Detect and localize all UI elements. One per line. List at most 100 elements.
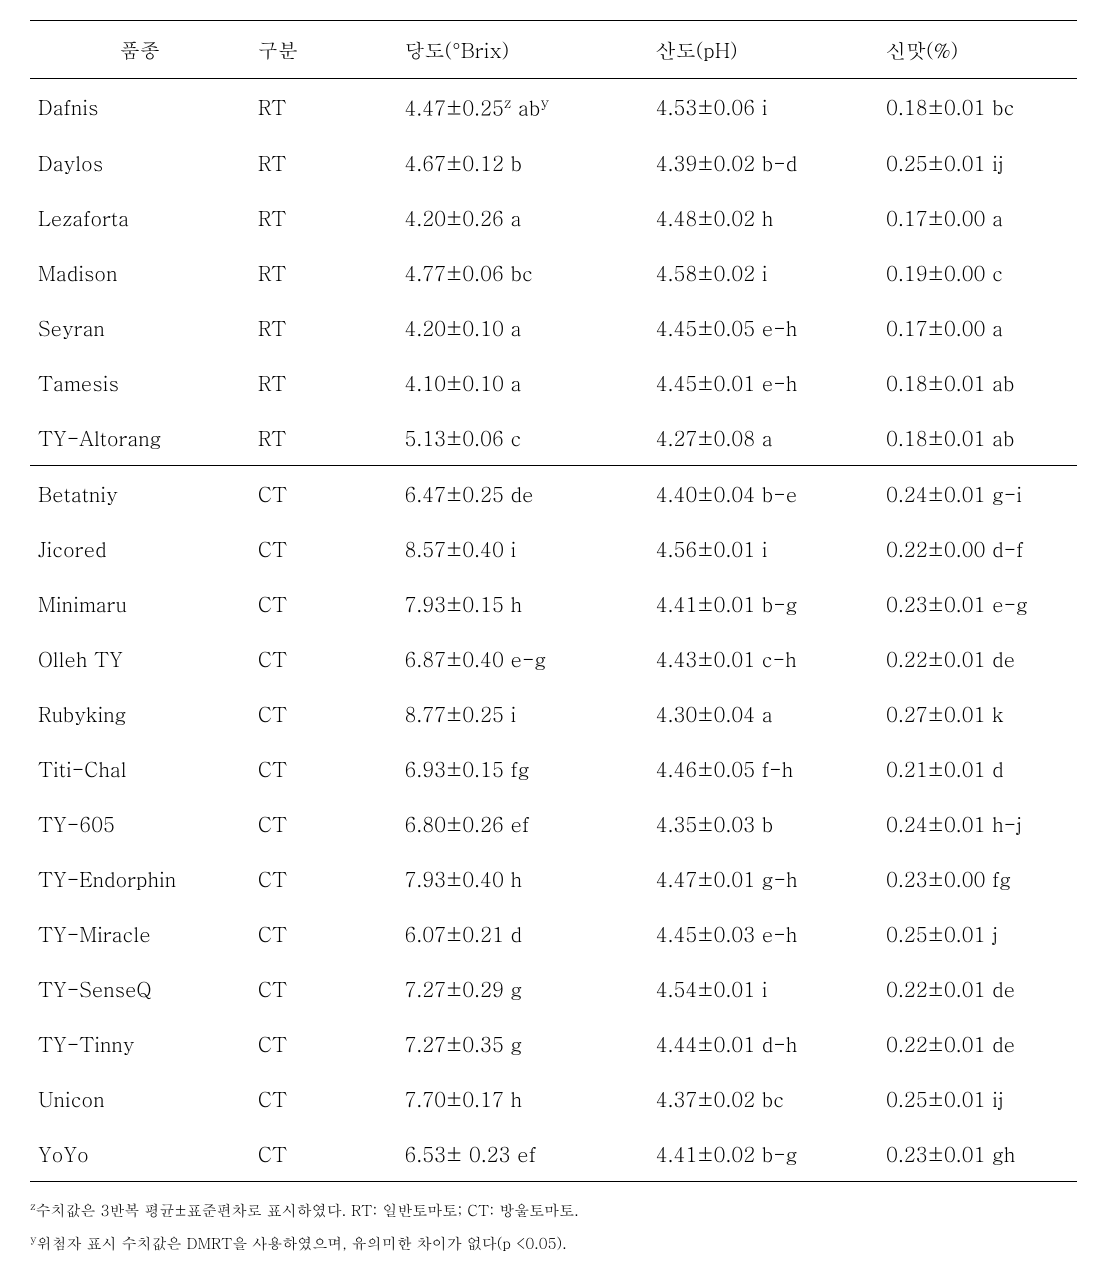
cell-acid: 0.25±0.01 j	[878, 906, 1077, 961]
cell-acid: 0.18±0.01 ab	[878, 410, 1077, 466]
cell-class: RT	[250, 410, 397, 466]
cell-class: CT	[250, 741, 397, 796]
table-row: MinimaruCT7.93±0.15 h4.41±0.01 b-g0.23±0…	[30, 576, 1077, 631]
table-row: LezafortaRT4.20±0.26 a4.48±0.02 h0.17±0.…	[30, 190, 1077, 245]
cell-acid: 0.23±0.01 e-g	[878, 576, 1077, 631]
col-acid-header: 신맛(%)	[878, 21, 1077, 79]
cell-brix: 6.93±0.15 fg	[396, 741, 647, 796]
table-row: SeyranRT4.20±0.10 a4.45±0.05 e-h0.17±0.0…	[30, 300, 1077, 355]
cell-class: RT	[250, 79, 397, 135]
table-row: TY-605CT6.80±0.26 ef4.35±0.03 b0.24±0.01…	[30, 796, 1077, 851]
cell-acid: 0.19±0.00 c	[878, 245, 1077, 300]
cell-class: RT	[250, 355, 397, 410]
cell-class: RT	[250, 135, 397, 190]
table-row: UniconCT7.70±0.17 h4.37±0.02 bc0.25±0.01…	[30, 1071, 1077, 1126]
cell-brix: 7.93±0.40 h	[396, 851, 647, 906]
cell-variety: Betatniy	[30, 465, 250, 521]
table-row: Olleh TYCT6.87±0.40 e-g4.43±0.01 c-h0.22…	[30, 631, 1077, 686]
cell-variety: TY-Miracle	[30, 906, 250, 961]
cell-brix: 7.27±0.29 g	[396, 961, 647, 1016]
cell-variety: TY-Endorphin	[30, 851, 250, 906]
cell-ph: 4.45±0.03 e-h	[648, 906, 878, 961]
cell-variety: TY-605	[30, 796, 250, 851]
cell-brix: 4.10±0.10 a	[396, 355, 647, 410]
cell-variety: TY-Altorang	[30, 410, 250, 466]
cell-class: CT	[250, 1126, 397, 1182]
table-row: TamesisRT4.10±0.10 a4.45±0.01 e-h0.18±0.…	[30, 355, 1077, 410]
cell-brix: 7.93±0.15 h	[396, 576, 647, 631]
cell-brix: 6.53± 0.23 ef	[396, 1126, 647, 1182]
col-ph-header: 산도(pH)	[648, 21, 878, 79]
cell-class: CT	[250, 686, 397, 741]
cell-ph: 4.35±0.03 b	[648, 796, 878, 851]
table-header-row: 품종 구분 당도(°Brix) 산도(pH) 신맛(%)	[30, 21, 1077, 79]
cell-variety: Dafnis	[30, 79, 250, 135]
cell-brix: 4.20±0.10 a	[396, 300, 647, 355]
cell-variety: Madison	[30, 245, 250, 300]
cell-brix: 8.57±0.40 i	[396, 521, 647, 576]
col-variety-header: 품종	[30, 21, 250, 79]
cell-ph: 4.41±0.02 b-g	[648, 1126, 878, 1182]
cell-variety: TY-SenseQ	[30, 961, 250, 1016]
cell-ph: 4.54±0.01 i	[648, 961, 878, 1016]
cell-brix: 4.20±0.26 a	[396, 190, 647, 245]
cell-class: CT	[250, 465, 397, 521]
cell-class: CT	[250, 576, 397, 631]
table-body: DafnisRT4.47±0.25z aby4.53±0.06 i0.18±0.…	[30, 79, 1077, 1182]
table-row: Titi-ChalCT6.93±0.15 fg4.46±0.05 f-h0.21…	[30, 741, 1077, 796]
cell-ph: 4.56±0.01 i	[648, 521, 878, 576]
cell-brix: 4.47±0.25z aby	[396, 79, 647, 135]
cell-class: CT	[250, 1071, 397, 1126]
cell-class: CT	[250, 631, 397, 686]
cell-acid: 0.25±0.01 ij	[878, 135, 1077, 190]
cell-class: CT	[250, 796, 397, 851]
cell-variety: Jicored	[30, 521, 250, 576]
col-class-header: 구분	[250, 21, 397, 79]
cell-ph: 4.30±0.04 a	[648, 686, 878, 741]
cell-variety: Lezaforta	[30, 190, 250, 245]
cell-acid: 0.22±0.01 de	[878, 1016, 1077, 1071]
cell-variety: Rubyking	[30, 686, 250, 741]
cell-ph: 4.39±0.02 b-d	[648, 135, 878, 190]
cell-variety: Tamesis	[30, 355, 250, 410]
cell-variety: Daylos	[30, 135, 250, 190]
table-row: DafnisRT4.47±0.25z aby4.53±0.06 i0.18±0.…	[30, 79, 1077, 135]
table-row: TY-AltorangRT5.13±0.06 c4.27±0.08 a0.18±…	[30, 410, 1077, 466]
cell-acid: 0.21±0.01 d	[878, 741, 1077, 796]
cell-acid: 0.18±0.01 bc	[878, 79, 1077, 135]
cell-brix: 4.67±0.12 b	[396, 135, 647, 190]
data-table: 품종 구분 당도(°Brix) 산도(pH) 신맛(%) DafnisRT4.4…	[30, 20, 1077, 1182]
cell-acid: 0.22±0.00 d-f	[878, 521, 1077, 576]
cell-class: RT	[250, 300, 397, 355]
cell-acid: 0.18±0.01 ab	[878, 355, 1077, 410]
table-row: TY-TinnyCT7.27±0.35 g4.44±0.01 d-h0.22±0…	[30, 1016, 1077, 1071]
cell-variety: TY-Tinny	[30, 1016, 250, 1071]
cell-class: CT	[250, 851, 397, 906]
table-row: YoYoCT6.53± 0.23 ef4.41±0.02 b-g0.23±0.0…	[30, 1126, 1077, 1182]
cell-acid: 0.24±0.01 g-i	[878, 465, 1077, 521]
cell-acid: 0.23±0.00 fg	[878, 851, 1077, 906]
cell-brix: 7.27±0.35 g	[396, 1016, 647, 1071]
cell-variety: Titi-Chal	[30, 741, 250, 796]
cell-class: CT	[250, 906, 397, 961]
cell-ph: 4.43±0.01 c-h	[648, 631, 878, 686]
cell-acid: 0.27±0.01 k	[878, 686, 1077, 741]
cell-brix: 4.77±0.06 bc	[396, 245, 647, 300]
cell-ph: 4.47±0.01 g-h	[648, 851, 878, 906]
cell-acid: 0.22±0.01 de	[878, 631, 1077, 686]
cell-acid: 0.17±0.00 a	[878, 190, 1077, 245]
cell-ph: 4.37±0.02 bc	[648, 1071, 878, 1126]
cell-acid: 0.17±0.00 a	[878, 300, 1077, 355]
cell-brix: 6.07±0.21 d	[396, 906, 647, 961]
cell-acid: 0.25±0.01 ij	[878, 1071, 1077, 1126]
table-row: JicoredCT8.57±0.40 i4.56±0.01 i0.22±0.00…	[30, 521, 1077, 576]
cell-brix: 6.87±0.40 e-g	[396, 631, 647, 686]
cell-variety: Seyran	[30, 300, 250, 355]
col-brix-header: 당도(°Brix)	[396, 21, 647, 79]
table-row: TY-MiracleCT6.07±0.21 d4.45±0.03 e-h0.25…	[30, 906, 1077, 961]
cell-class: CT	[250, 521, 397, 576]
cell-acid: 0.24±0.01 h-j	[878, 796, 1077, 851]
cell-ph: 4.45±0.01 e-h	[648, 355, 878, 410]
table-row: BetatniyCT6.47±0.25 de4.40±0.04 b-e0.24±…	[30, 465, 1077, 521]
table-row: TY-SenseQCT7.27±0.29 g4.54±0.01 i0.22±0.…	[30, 961, 1077, 1016]
